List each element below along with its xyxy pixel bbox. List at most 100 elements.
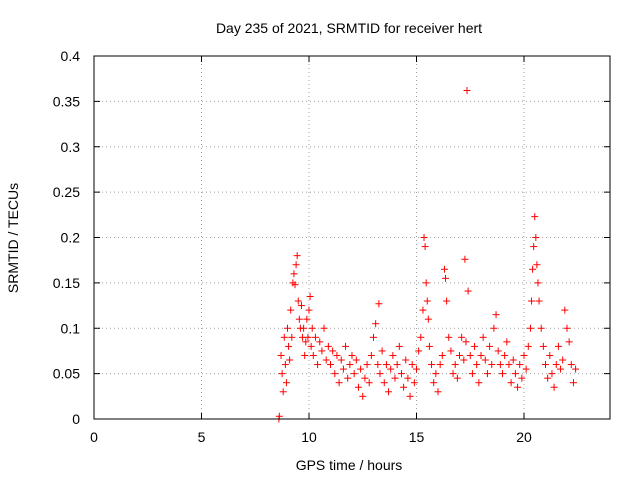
data-point (447, 347, 455, 355)
data-point (357, 365, 365, 373)
x-tick-label: 20 (516, 429, 532, 445)
data-point (529, 265, 537, 273)
data-point (494, 347, 502, 355)
data-point (546, 351, 554, 359)
data-point (417, 333, 425, 341)
data-point (516, 361, 524, 369)
data-point (295, 315, 303, 323)
data-point (282, 379, 290, 387)
data-point (389, 351, 397, 359)
data-point (559, 356, 567, 364)
data-point (363, 361, 371, 369)
data-point (548, 370, 556, 378)
data-point (285, 342, 293, 350)
data-point (294, 297, 302, 305)
x-tick-label: 10 (301, 429, 317, 445)
data-point (557, 365, 565, 373)
data-point (490, 324, 498, 332)
data-point (505, 361, 513, 369)
data-point (352, 356, 360, 364)
data-point (309, 351, 317, 359)
data-point (443, 297, 451, 305)
data-point (483, 370, 491, 378)
data-point (284, 324, 291, 332)
data-point (561, 306, 569, 314)
data-point (477, 351, 485, 359)
data-point (531, 213, 539, 221)
y-tick-label: 0.4 (61, 48, 81, 64)
data-point (434, 388, 442, 396)
data-point (344, 374, 352, 382)
data-point (552, 361, 560, 369)
data-point (308, 324, 316, 332)
data-point (307, 342, 315, 350)
data-point (428, 361, 436, 369)
grid (94, 56, 610, 419)
data-point (374, 361, 382, 369)
data-point (464, 287, 472, 295)
data-point (306, 292, 314, 300)
data-point (346, 361, 354, 369)
data-point (415, 347, 423, 355)
data-point (436, 361, 444, 369)
data-point (385, 388, 393, 396)
data-point (337, 356, 345, 364)
data-point (324, 342, 332, 350)
data-point (432, 370, 440, 378)
y-tick-label: 0.25 (53, 184, 80, 200)
data-point (304, 333, 312, 341)
data-point (286, 356, 294, 364)
data-point (479, 333, 487, 341)
data-point (397, 370, 405, 378)
data-point (291, 281, 299, 289)
data-point (554, 342, 562, 350)
data-point (501, 351, 509, 359)
data-point (387, 365, 395, 373)
data-point (280, 333, 288, 341)
data-point (544, 374, 552, 382)
data-point (361, 374, 369, 382)
data-point (382, 361, 390, 369)
data-point (327, 361, 334, 369)
data-point (488, 361, 496, 369)
data-point (458, 333, 466, 341)
data-point (481, 356, 489, 364)
data-point (445, 333, 453, 341)
data-point (475, 379, 483, 387)
data-point (293, 252, 301, 260)
data-point (422, 279, 430, 287)
data-point (378, 347, 386, 355)
x-tick-label: 15 (409, 429, 425, 445)
data-point (279, 388, 287, 396)
data-point (413, 365, 420, 373)
data-point (316, 338, 324, 346)
data-point (451, 361, 459, 369)
data-point (420, 234, 428, 241)
x-tick-label: 0 (90, 429, 98, 445)
data-point (518, 374, 526, 382)
y-tick-labels: 0 0.05 0.1 0.15 0.2 0.25 0.3 0.35 0.4 (53, 48, 80, 427)
data-point (281, 361, 289, 369)
data-point (542, 361, 549, 369)
data-point (391, 374, 399, 382)
data-point (486, 342, 494, 350)
data-points (275, 86, 580, 423)
data-point (453, 374, 461, 382)
data-point (550, 383, 558, 391)
data-point (288, 333, 296, 341)
data-point (511, 370, 519, 378)
data-point (537, 324, 545, 332)
data-point (572, 365, 580, 373)
data-point (365, 379, 373, 387)
data-point (393, 361, 401, 369)
data-point (421, 243, 429, 251)
x-tick-label: 5 (198, 429, 206, 445)
data-point (473, 361, 481, 369)
data-point (569, 379, 577, 387)
data-point (449, 370, 457, 378)
data-point (290, 270, 298, 278)
data-point (303, 315, 311, 323)
x-axis-label: GPS time / hours (296, 457, 403, 473)
data-point (329, 347, 337, 355)
